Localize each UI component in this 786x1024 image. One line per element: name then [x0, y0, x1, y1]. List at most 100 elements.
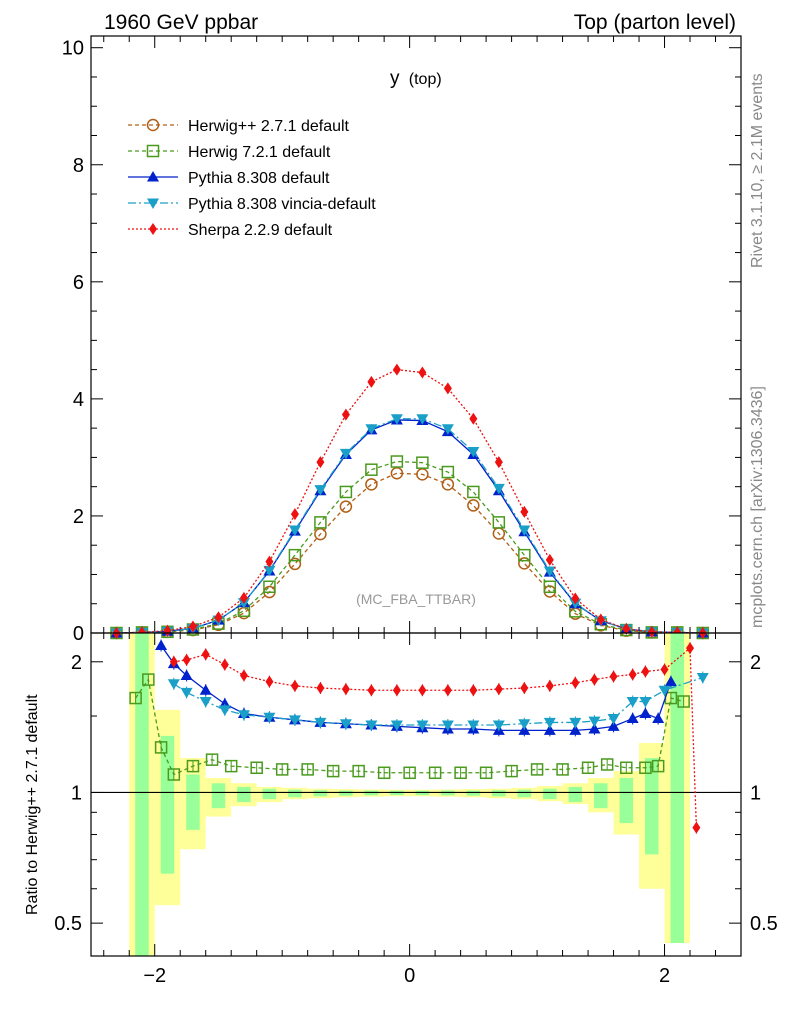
green-band-bin — [568, 786, 583, 803]
main-data-point — [518, 557, 531, 570]
main-data-point — [494, 456, 503, 469]
green-band-bin — [339, 790, 353, 796]
green-band-bin — [262, 788, 277, 800]
main-data-point — [163, 624, 172, 637]
main-data-point — [543, 580, 557, 594]
ratio-data-point — [505, 764, 518, 778]
ratio-data-point — [626, 712, 639, 724]
main-data-point — [290, 508, 299, 521]
green-band-bin — [619, 777, 634, 824]
ratio-y-tick-label-left: 2 — [71, 652, 82, 674]
main-data-point — [365, 478, 378, 491]
main-data-point — [416, 414, 429, 425]
ratio-uncertainty-bands — [129, 633, 691, 956]
ratio-data-point — [545, 679, 554, 692]
ratio-data-point — [316, 682, 325, 695]
ratio-data-point — [543, 724, 556, 735]
ratio-data-point — [443, 684, 452, 697]
legend-marker — [146, 118, 160, 132]
ratio-data-point — [569, 717, 582, 729]
header-left-label: 1960 GeV ppbar — [104, 11, 258, 34]
ratio-y-tick-label-right: 1 — [750, 782, 761, 804]
ratio-data-point — [341, 683, 350, 696]
ratio-data-point — [441, 720, 454, 732]
legend-entry: Pythia 8.308 default — [128, 170, 330, 187]
ratio-data-point — [607, 720, 620, 731]
ratio-data-point — [571, 676, 580, 689]
green-band-bin — [594, 783, 608, 809]
ratio-data-point — [339, 719, 352, 730]
ratio-series-line — [173, 676, 703, 726]
main-data-point — [467, 447, 480, 458]
ratio-data-point — [290, 679, 299, 692]
legend-entry: Pythia 8.308 vincia-default — [128, 196, 376, 213]
ratio-data-point — [390, 720, 403, 732]
main-data-point — [441, 424, 454, 435]
main-data-point — [443, 382, 452, 395]
main-data-point — [518, 548, 531, 562]
main-series-line — [116, 472, 703, 634]
rivet-version-label: Rivet 3.1.10, ≥ 2.1M events — [749, 73, 766, 268]
ratio-data-point — [639, 697, 652, 708]
main-series-line — [116, 418, 703, 634]
legend-entry: Herwig 7.2.1 default — [128, 144, 331, 161]
ratio-data-point — [154, 741, 168, 754]
ratio-data-point — [250, 761, 263, 775]
ratio-data-point — [590, 673, 599, 686]
ratio-data-point — [365, 720, 378, 732]
main-data-point — [416, 456, 429, 469]
ratio-plot-frame — [90, 632, 742, 957]
legend-label: Pythia 8.308 default — [188, 170, 330, 187]
ratio-data-point — [169, 655, 178, 668]
main-data-point — [467, 485, 480, 499]
ratio-data-point — [352, 764, 365, 778]
ratio-data-point — [167, 768, 181, 781]
green-band-bin — [492, 790, 506, 797]
main-data-point — [647, 625, 656, 638]
green-band-bin — [211, 783, 226, 809]
ratio-data-point — [639, 761, 652, 775]
main-data-point — [390, 414, 403, 425]
ratio-data-point — [660, 663, 669, 676]
main-data-point — [492, 516, 506, 529]
main-data-point — [467, 499, 480, 512]
main-data-point — [441, 478, 455, 491]
ratio-data-point — [664, 675, 677, 687]
main-data-point — [339, 500, 353, 513]
mcplots-label: mcplots.cern.ch [arXiv:1306.3436] — [749, 386, 766, 628]
ratio-x-tick-label: 2 — [659, 965, 670, 987]
main-y-tick-label: 6 — [73, 272, 84, 294]
ratio-data-point — [167, 679, 180, 690]
ratio-data-point — [492, 720, 505, 732]
ratio-data-point — [403, 766, 416, 780]
ratio-data-point — [314, 717, 327, 729]
ratio-y-axis-label: Ratio to Herwig++ 2.7.1 default — [24, 694, 41, 915]
main-series — [110, 455, 710, 640]
legend-marker — [149, 223, 157, 235]
main-data-point — [492, 483, 505, 495]
green-band-bin — [466, 790, 481, 796]
main-data-point — [265, 555, 274, 568]
main-data-point — [571, 592, 580, 605]
ratio-data-point — [220, 658, 229, 671]
main-data-point — [596, 613, 605, 626]
ratio-data-point — [569, 724, 582, 735]
main-data-point — [469, 412, 478, 425]
ratio-data-point — [543, 717, 556, 729]
legend-entry: Sherpa 2.2.9 default — [128, 222, 333, 239]
ratio-data-point — [628, 668, 637, 681]
main-data-point — [365, 424, 378, 435]
ratio-data-point — [301, 763, 314, 776]
main-data-point — [520, 505, 529, 518]
main-data-point — [339, 485, 353, 499]
main-data-point — [288, 557, 302, 571]
ratio-data-point — [469, 684, 478, 697]
ratio-data-point — [265, 675, 274, 688]
main-data-point — [263, 565, 276, 577]
ratio-data-point — [692, 821, 701, 834]
ratio-data-point — [199, 697, 212, 708]
main-data-point — [316, 456, 325, 469]
ratio-panel: −2 0 2 0.5 0.5 1 1 2 2 — [54, 632, 778, 987]
main-data-point — [341, 408, 350, 421]
ratio-data-point — [651, 759, 665, 773]
